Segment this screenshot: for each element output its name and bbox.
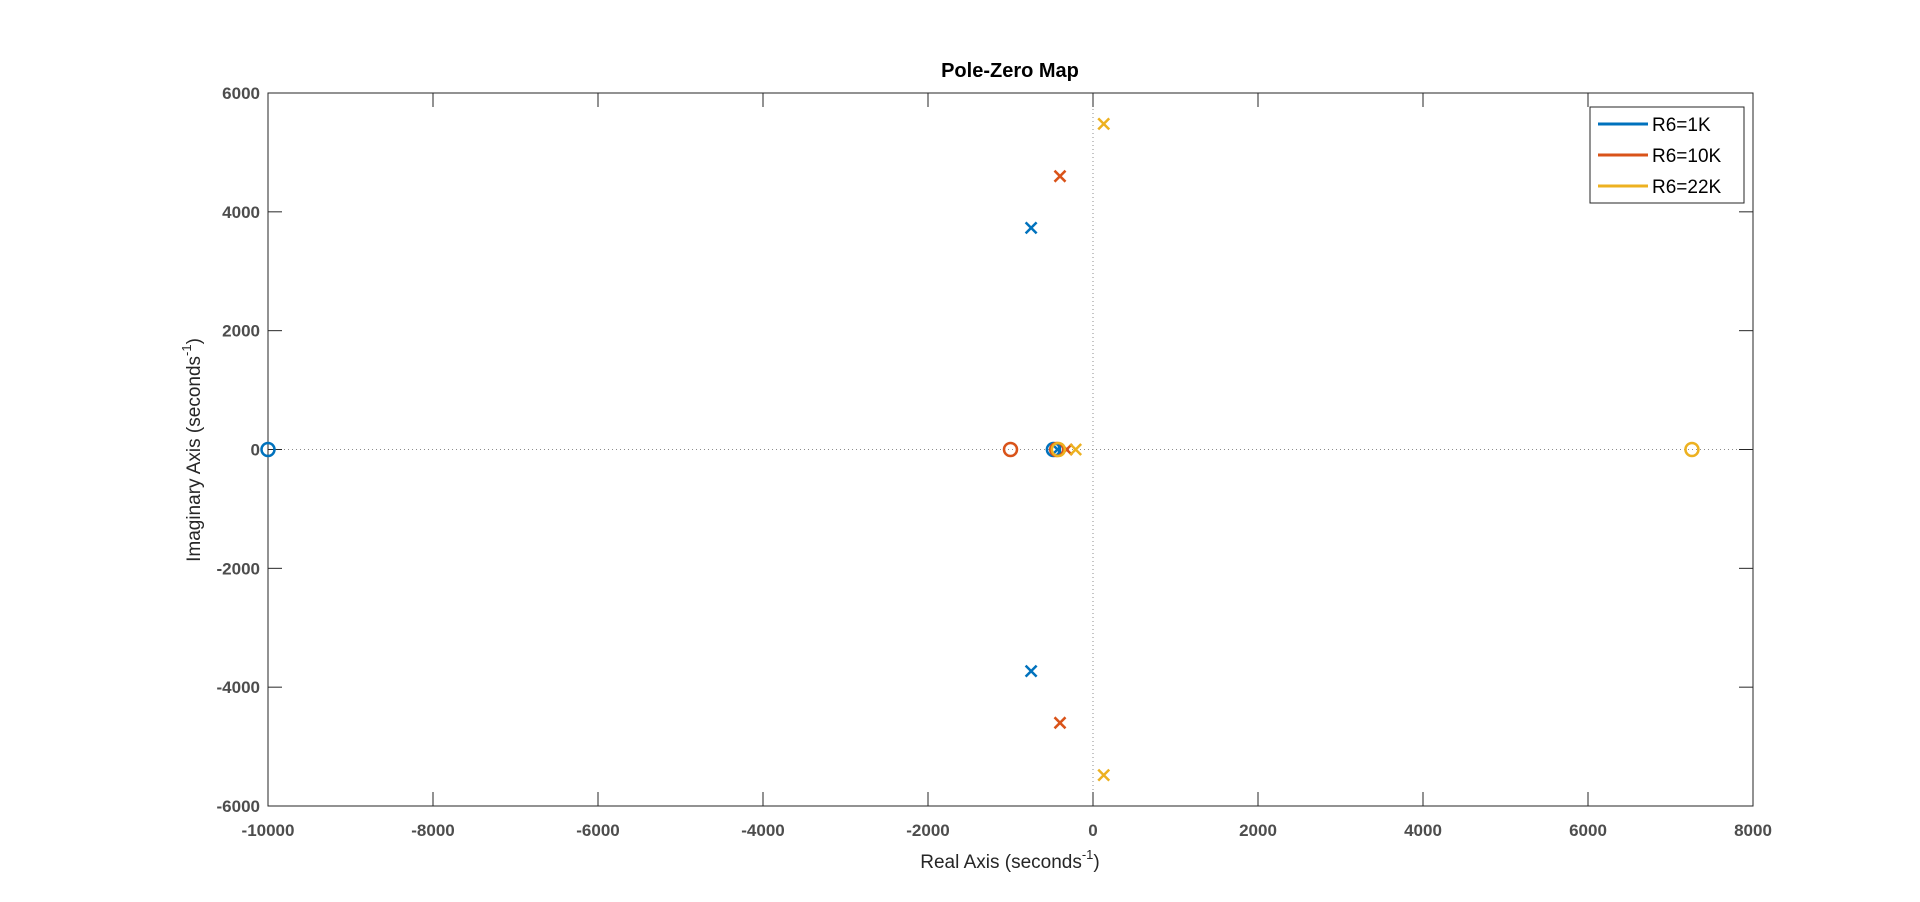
axis-ticks <box>267 92 1754 807</box>
x-tick-label: -4000 <box>741 821 784 840</box>
pole-marker <box>1069 443 1083 456</box>
plot-frame <box>267 92 1754 807</box>
x-axis-label-close: ) <box>1093 852 1099 873</box>
zero-marker <box>1050 441 1067 458</box>
x-tick-label: 2000 <box>1239 821 1277 840</box>
x-tick-label: -2000 <box>906 821 949 840</box>
y-tick-label: -4000 <box>217 678 260 697</box>
y-tick-label: 0 <box>251 441 260 460</box>
y-tick-label: -2000 <box>217 559 260 578</box>
y-axis-label: Imaginary Axis (seconds-1) <box>179 338 205 562</box>
y-tick-label: -6000 <box>217 797 260 816</box>
y-axis-label-superscript: -1 <box>179 344 194 356</box>
y-tick-label: 6000 <box>222 84 260 103</box>
legend-label: R6=1K <box>1652 115 1711 136</box>
x-axis-label-superscript: -1 <box>1082 847 1094 862</box>
legend-label: R6=22K <box>1652 177 1722 198</box>
pole-marker <box>1053 716 1067 730</box>
pole-marker <box>1097 117 1111 131</box>
pole-marker <box>1097 768 1111 782</box>
x-tick-label: -8000 <box>411 821 454 840</box>
x-tick-label: 6000 <box>1569 821 1607 840</box>
x-tick-label: -6000 <box>576 821 619 840</box>
plot-area <box>268 93 1753 806</box>
x-tick-label: 4000 <box>1404 821 1442 840</box>
x-axis-label-text: Real Axis (seconds <box>920 852 1082 873</box>
y-tick-label: 4000 <box>222 203 260 222</box>
y-tick-label: 2000 <box>222 322 260 341</box>
legend-label: R6=10K <box>1652 146 1722 167</box>
chart-title: Pole-Zero Map <box>941 60 1079 82</box>
pole-marker <box>1053 169 1067 183</box>
x-tick-label: -10000 <box>242 821 295 840</box>
legend: R6=1K R6=10K R6=22K <box>1589 106 1745 204</box>
y-axis-label-close: ) <box>184 338 205 344</box>
zero-marker <box>1002 441 1019 458</box>
x-tick-label: 8000 <box>1734 821 1772 840</box>
y-axis-label-text: Imaginary Axis (seconds <box>184 356 205 562</box>
pole-marker <box>1024 664 1038 678</box>
zero-marker <box>1684 441 1700 458</box>
x-axis-label: Real Axis (seconds-1) <box>920 847 1099 873</box>
markers <box>260 117 1700 782</box>
zero-marker <box>260 441 276 458</box>
x-tick-label: 0 <box>1088 821 1097 840</box>
zero-reference-lines <box>268 93 1753 806</box>
tick-labels: -10000 -8000 -6000 -4000 -2000 0 2000 4000 6000 8… <box>217 84 1772 840</box>
pole-marker <box>1024 221 1038 235</box>
